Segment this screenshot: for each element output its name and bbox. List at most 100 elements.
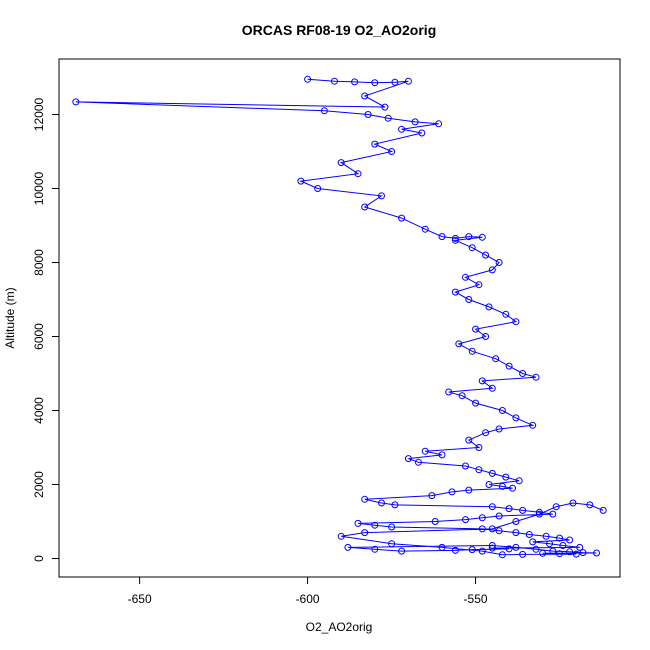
data-point bbox=[495, 425, 503, 433]
data-point bbox=[414, 458, 422, 466]
data-point bbox=[488, 266, 496, 274]
data-point bbox=[566, 548, 574, 556]
data-point bbox=[451, 546, 459, 554]
data-point bbox=[488, 542, 496, 549]
data-point bbox=[462, 516, 469, 524]
y-tick-label: 12000 bbox=[32, 97, 46, 131]
data-point bbox=[465, 296, 473, 303]
y-tick-label: 4000 bbox=[32, 397, 46, 424]
data-point bbox=[478, 377, 486, 385]
data-point bbox=[351, 78, 359, 86]
data-point bbox=[539, 549, 547, 557]
data-point bbox=[535, 510, 543, 518]
data-point bbox=[495, 512, 503, 520]
data-point bbox=[519, 506, 527, 514]
data-point bbox=[398, 547, 406, 555]
data-point bbox=[512, 543, 520, 551]
data-point bbox=[421, 447, 429, 455]
data-point bbox=[549, 510, 557, 518]
data-point bbox=[472, 325, 480, 333]
data-point bbox=[361, 92, 369, 100]
data-point bbox=[502, 310, 510, 318]
data-point bbox=[532, 373, 540, 381]
data-point bbox=[418, 129, 426, 137]
data-point bbox=[478, 525, 486, 533]
data-point bbox=[488, 469, 496, 477]
data-point bbox=[512, 518, 520, 525]
data-point bbox=[552, 503, 560, 511]
data-point bbox=[468, 244, 476, 252]
y-tick-label: 6000 bbox=[32, 323, 46, 350]
data-point bbox=[361, 203, 369, 211]
data-point bbox=[485, 481, 493, 488]
data-point bbox=[331, 77, 338, 85]
data-point bbox=[495, 259, 503, 266]
data-point bbox=[482, 333, 490, 340]
y-tick-label: 2000 bbox=[32, 471, 46, 498]
plot-area-frame bbox=[58, 58, 621, 578]
data-point bbox=[364, 111, 372, 118]
data-point bbox=[529, 421, 537, 429]
data-point bbox=[505, 362, 513, 370]
data-point bbox=[492, 355, 500, 363]
data-point bbox=[566, 536, 574, 544]
data-point bbox=[515, 477, 523, 485]
data-point bbox=[502, 473, 510, 481]
data-point bbox=[297, 177, 305, 185]
data-point bbox=[482, 429, 490, 437]
data-point bbox=[421, 225, 429, 233]
data-point bbox=[462, 462, 469, 470]
data-point bbox=[314, 185, 322, 192]
data-point bbox=[455, 340, 463, 348]
data-point bbox=[354, 170, 362, 178]
data-point bbox=[532, 545, 540, 553]
data-point bbox=[579, 549, 587, 557]
data-point bbox=[458, 392, 466, 400]
x-axis-label: O2_AO2orig bbox=[306, 620, 373, 634]
data-point bbox=[428, 492, 436, 500]
y-tick-label: 10000 bbox=[32, 171, 46, 205]
data-point bbox=[404, 455, 412, 463]
data-point bbox=[572, 550, 580, 558]
data-point bbox=[438, 233, 446, 241]
data-point bbox=[391, 78, 399, 86]
data-point bbox=[556, 534, 563, 542]
data-point bbox=[378, 192, 385, 200]
data-point bbox=[519, 370, 527, 377]
data-point bbox=[509, 484, 516, 492]
data-point bbox=[388, 540, 396, 548]
data-point bbox=[371, 140, 379, 148]
x-tick-label: -600 bbox=[296, 592, 320, 606]
data-point bbox=[478, 514, 486, 522]
data-point bbox=[371, 545, 379, 553]
data-point bbox=[388, 148, 396, 155]
data-point bbox=[451, 236, 459, 244]
data-point bbox=[435, 120, 443, 128]
data-point bbox=[593, 549, 600, 557]
data-point bbox=[404, 77, 412, 85]
data-point bbox=[529, 538, 537, 546]
data-point bbox=[465, 436, 473, 444]
data-point bbox=[549, 547, 557, 555]
y-tick-label: 0 bbox=[32, 555, 46, 562]
data-point bbox=[465, 486, 473, 494]
data-point bbox=[378, 499, 385, 507]
data-point bbox=[381, 103, 389, 111]
data-point bbox=[337, 532, 345, 540]
data-point bbox=[320, 107, 328, 115]
data-point bbox=[475, 466, 483, 474]
data-point bbox=[448, 488, 456, 496]
data-point bbox=[475, 281, 483, 289]
data-point bbox=[488, 544, 496, 552]
data-point bbox=[498, 407, 506, 414]
data-point bbox=[371, 521, 379, 529]
data-point bbox=[431, 518, 439, 525]
data-point bbox=[505, 545, 513, 553]
data-point bbox=[478, 547, 486, 555]
data-point bbox=[384, 114, 392, 122]
data-point bbox=[576, 543, 584, 551]
data-point bbox=[488, 384, 496, 392]
data-point bbox=[482, 251, 490, 259]
data-point bbox=[361, 495, 369, 503]
